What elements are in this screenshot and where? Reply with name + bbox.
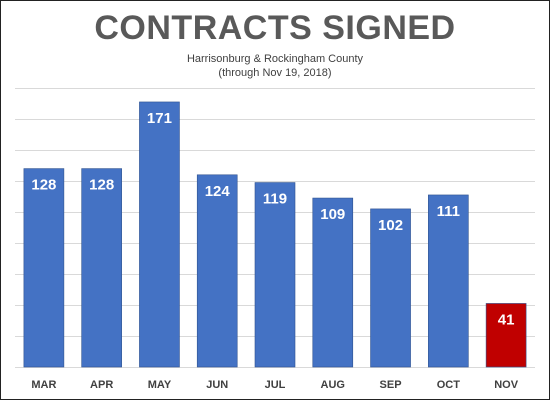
x-tick-aug: AUG	[321, 379, 345, 391]
bar-jul	[254, 182, 296, 368]
bar-jun	[196, 174, 238, 368]
x-tick-may: MAY	[148, 379, 172, 391]
x-tick-nov: NOV	[494, 379, 519, 391]
data-label-nov: 41	[498, 311, 515, 328]
x-tick-apr: APR	[90, 379, 113, 391]
bar-sep	[370, 208, 411, 368]
data-label-sep: 102	[378, 217, 403, 234]
bar-nov	[485, 303, 527, 368]
x-tick-mar: MAR	[31, 379, 56, 391]
bar-may	[139, 101, 180, 368]
bar-aug	[312, 197, 354, 368]
x-tick-oct: OCT	[437, 379, 461, 391]
data-label-jul: 119	[263, 191, 287, 208]
bar-oct	[428, 194, 469, 368]
data-label-aug: 109	[320, 206, 345, 223]
x-tick-sep: SEP	[380, 379, 402, 391]
chart-subtitle-line-1: Harrisonburg & Rockingham County	[186, 53, 364, 65]
data-label-oct: 111	[437, 203, 460, 220]
data-label-jun: 124	[205, 183, 231, 200]
data-label-may: 171	[147, 110, 172, 127]
chart-subtitle-line-2: (through Nov 19, 2018)	[218, 67, 332, 79]
bar-apr	[81, 168, 122, 368]
chart-title: CONTRACTS SIGNED	[94, 9, 456, 47]
bar-mar	[23, 168, 65, 368]
x-tick-jun: JUN	[206, 379, 228, 391]
x-tick-jul: JUL	[265, 379, 286, 391]
data-label-mar: 128	[31, 177, 56, 194]
data-label-apr: 128	[89, 177, 114, 194]
